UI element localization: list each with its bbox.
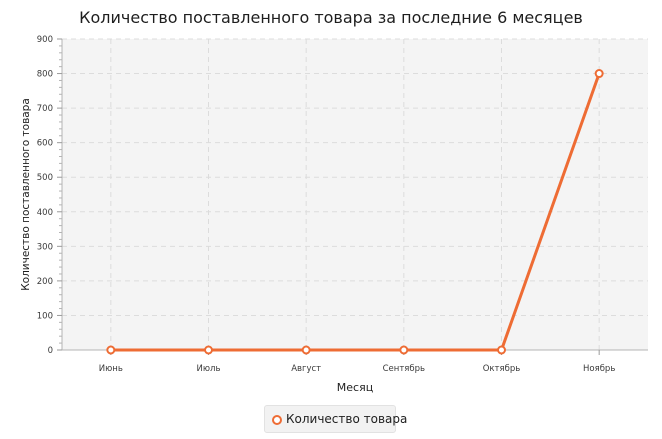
data-point (594, 69, 604, 79)
chart-title: Количество поставленного товара за после… (79, 8, 583, 27)
data-point (399, 345, 409, 355)
y-tick-label: 800 (37, 70, 53, 80)
x-tick-label: Сентябрь (383, 364, 425, 374)
series-lines (106, 69, 604, 355)
plot-background (62, 39, 648, 350)
x-axis-label: Месяц (337, 381, 373, 394)
legend-marker-icon (272, 415, 282, 425)
axis-labels: 0 100 200 300 400 500 600 700 800 900 Июнь Июль Авгу… (20, 35, 615, 394)
y-tick-label: 600 (37, 139, 53, 149)
legend: Количество товара (264, 405, 407, 433)
y-tick-label: 900 (37, 35, 53, 45)
x-tick-label: Ноябрь (583, 364, 615, 374)
y-tick-label: 0 (48, 346, 53, 356)
data-point (301, 345, 311, 355)
legend-label: Количество товара (286, 412, 408, 426)
y-tick-label: 400 (37, 208, 53, 218)
y-tick-label: 700 (37, 104, 53, 114)
x-tick-label: Июль (197, 364, 221, 374)
y-tick-label: 200 (37, 277, 53, 287)
x-tick-label: Июнь (99, 364, 123, 374)
x-tick-label: Август (291, 364, 321, 374)
x-tick-label: Октябрь (483, 364, 521, 374)
y-axis-label: Количество поставленного товара (20, 98, 32, 291)
y-tick-label: 300 (37, 242, 53, 252)
data-point (204, 345, 213, 355)
y-tick-label: 500 (37, 173, 53, 183)
series-line (110, 73, 601, 352)
grid-lines (62, 38, 648, 350)
data-point (106, 345, 116, 355)
y-tick-label: 100 (37, 311, 53, 321)
data-point (497, 345, 506, 355)
